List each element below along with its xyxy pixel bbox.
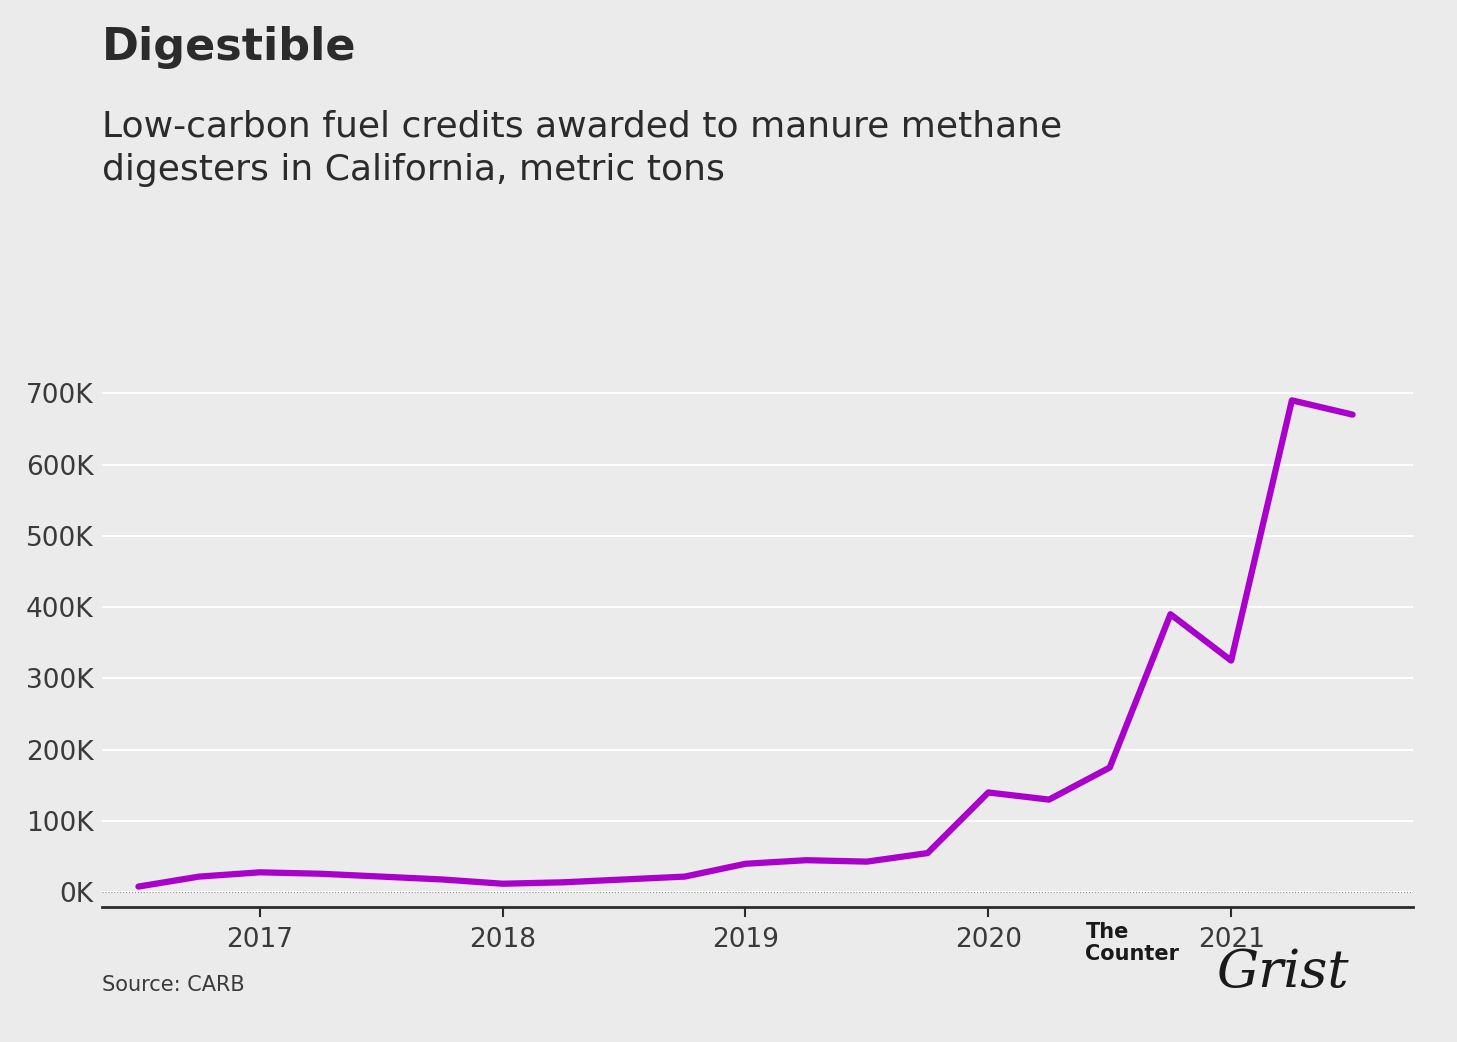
Text: Low-carbon fuel credits awarded to manure methane
digesters in California, metri: Low-carbon fuel credits awarded to manur… (102, 109, 1062, 187)
Text: Source: CARB: Source: CARB (102, 975, 245, 995)
Text: Grist: Grist (1217, 947, 1349, 998)
Text: Digestible: Digestible (102, 26, 357, 69)
Text: The
Counter: The Counter (1085, 922, 1180, 964)
